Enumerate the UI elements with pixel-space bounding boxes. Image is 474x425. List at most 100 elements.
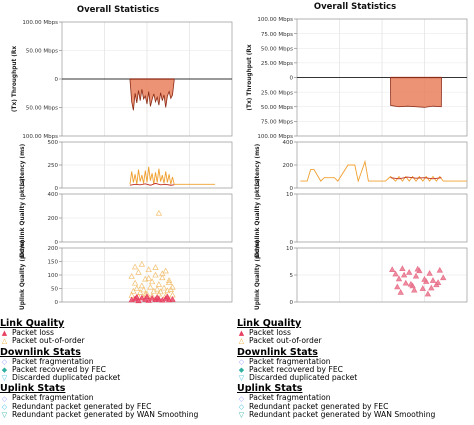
panel-0: 100.00 Mbps 50.00 Mbps 0 50.00 Mbps 100.00 M…: [12, 20, 233, 140]
y-tick-label: 100: [48, 273, 59, 279]
legend-marker-icon: ▽: [1, 374, 8, 383]
scatter-point: [426, 270, 433, 276]
scatter-point: [162, 267, 169, 274]
y-tick-label: 500: [48, 140, 59, 146]
legend-item-label: Packet loss: [12, 328, 54, 337]
legend-item-label: Packet recovered by FEC: [249, 364, 343, 374]
panel-3: 200 150 100 50 0 Uplink Quality (pkt/s): [20, 240, 233, 310]
panel-0: 100.00 Mbps 75.00 Mbps 50.00 Mbps 25.00 Mbp…: [247, 17, 468, 140]
scatter-point: [424, 290, 432, 297]
y-axis-label: Downlink Quality (pkt/s): [255, 178, 261, 258]
scatter-point: [400, 271, 408, 278]
legend-marker-icon: ◇: [238, 402, 245, 411]
y-tick-label: 0: [55, 300, 59, 306]
y-axis-label: Uplink Quality (pkt/s): [255, 240, 261, 310]
scatter-point: [394, 283, 401, 290]
legend-item-label: Packet fragmentation: [12, 393, 94, 403]
chart-title: Overall Statistics: [77, 5, 159, 15]
scatter-point: [131, 263, 139, 270]
y-tick-label: 50.00 Mbps: [261, 46, 293, 52]
y-tick-label: 0: [290, 186, 294, 192]
y-tick-label: 100.00 Mbps: [22, 20, 58, 26]
scatter-point: [133, 285, 140, 291]
legend-item-label: Packet loss: [249, 328, 291, 337]
legend-item-label: Discarded duplicated packet: [12, 373, 121, 383]
plot-frame: [296, 141, 468, 189]
scatter-point: [389, 266, 396, 273]
scatter-point: [419, 285, 426, 291]
legend-marker-icon: ▽: [238, 374, 245, 383]
legend-marker-icon: ◇: [238, 394, 245, 403]
legend-item-label: Packet recovered by FEC: [12, 364, 106, 374]
scatter-point: [392, 270, 399, 277]
scatter-point: [154, 285, 161, 292]
y-tick-label: 50: [51, 287, 58, 293]
scatter-point: [160, 284, 168, 291]
scatter-point: [148, 294, 156, 301]
panel-1: 500 250 0 Latency (ms): [20, 140, 233, 192]
legend-marker-icon: ◇: [1, 394, 8, 403]
scatter-point: [159, 270, 166, 277]
series-area: [390, 77, 442, 108]
y-tick-label: 75.00 Mbps: [261, 120, 293, 126]
plot-frame: [61, 141, 233, 189]
legend-item-label: Redundant packet generated by FEC: [12, 401, 152, 411]
series-line: [300, 159, 467, 183]
scatter-point: [406, 268, 413, 275]
scatter-point: [407, 280, 415, 287]
y-tick-label: 50.00 Mbps: [26, 49, 58, 55]
scatter-point: [143, 293, 151, 300]
legend-item: ▽ Redundant packet generated by WAN Smoot…: [237, 410, 474, 419]
scatter-point: [402, 279, 409, 286]
legend-item: ▲ Packet loss: [0, 328, 235, 337]
y-tick-label: 0: [55, 186, 59, 192]
y-tick-label: 100.00 Mbps: [257, 134, 293, 140]
legend-item: ◇ Redundant packet generated by FEC: [237, 402, 474, 411]
scatter-point: [138, 282, 146, 289]
legend-marker-icon: ◆: [1, 366, 8, 375]
scatter-point: [137, 289, 144, 295]
scatter-point: [397, 288, 404, 295]
scatter-point: [148, 278, 156, 285]
scatter-point: [155, 281, 163, 287]
plot-frame: [296, 247, 468, 303]
scatter-point: [142, 295, 149, 302]
panel-1: 400 200 0 Latency (ms): [255, 140, 468, 192]
legend-section-title: Downlink Stats: [237, 346, 318, 358]
scatter-point: [145, 266, 152, 273]
y-tick-label: 250: [48, 163, 59, 169]
chart-title: Overall Statistics: [314, 2, 396, 12]
legend-marker-icon: ▽: [1, 411, 8, 420]
y-tick-label: 200: [48, 216, 59, 222]
y-axis-label: Latency (ms): [255, 143, 261, 186]
scatter-point: [414, 265, 421, 272]
y-tick-label: 100.00 Mbps: [257, 17, 293, 23]
legend-item: ▽ Redundant packet generated by WAN Smoot…: [0, 410, 235, 420]
scatter-point: [434, 279, 442, 285]
y-tick-label: 0: [290, 240, 294, 246]
legend-item-label: Discarded duplicated packet: [249, 373, 358, 383]
y-tick-label: 200: [48, 246, 59, 252]
legend-item: ◇ Packet fragmentation: [237, 393, 474, 403]
legend-item-label: Redundant packet generated by WAN Smooth…: [12, 410, 199, 420]
scatter-point: [133, 293, 140, 300]
legend-left: Link Quality ▲ Packet loss △ Packet out-of-o…: [0, 317, 235, 419]
y-tick-label: 0: [55, 77, 59, 83]
scatter-point: [411, 286, 418, 293]
scatter-point: [167, 286, 174, 293]
legend-item: ▽ Discarded duplicated packet: [0, 373, 235, 383]
y-tick-label: 50.00 Mbps: [261, 105, 293, 111]
legend-section-title: Uplink Stats: [0, 383, 66, 395]
scatter-point: [138, 260, 146, 267]
legend-item-label: Packet fragmentation: [249, 393, 331, 403]
y-tick-label: 0: [290, 76, 294, 82]
chart-0: Overall Statistics 100.00 Mbps 50.00 Mbps 0…: [12, 5, 233, 310]
scatter-point: [135, 297, 142, 304]
y-tick-label: 50.00 Mbps: [26, 106, 58, 112]
legend-marker-icon: △: [1, 337, 8, 346]
plot-frame: [296, 193, 468, 243]
chart-1: Overall Statistics 100.00 Mbps 75.00 Mbps 5…: [247, 2, 468, 310]
